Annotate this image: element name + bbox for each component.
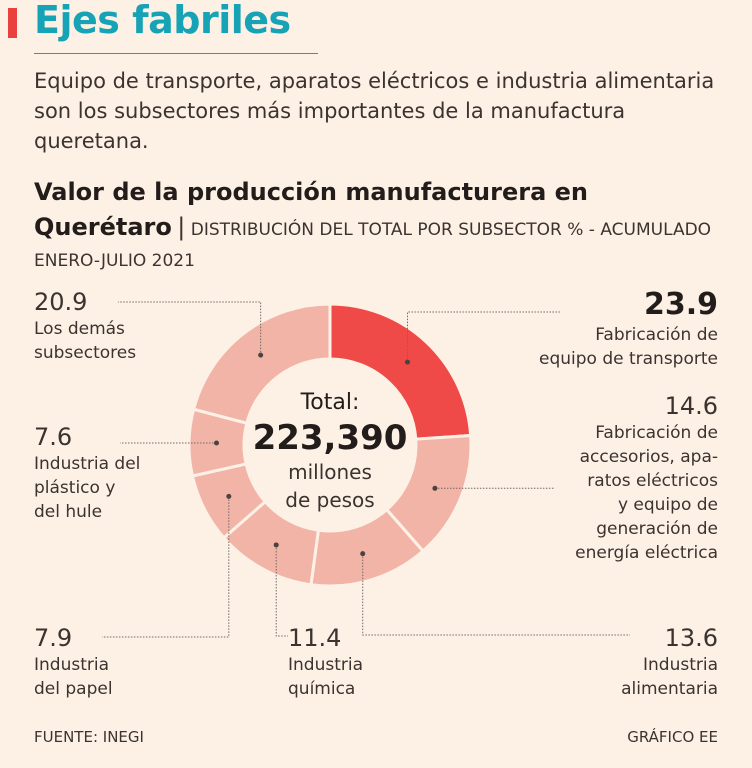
- leader-dot: [273, 542, 279, 548]
- name-line: química: [288, 679, 356, 699]
- donut-slice: [328, 302, 473, 441]
- name-line: accesorios, apa-: [579, 447, 718, 467]
- value-equipo-transporte: 23.9: [643, 287, 718, 322]
- name-line: Industria del: [34, 454, 141, 474]
- donut-slice: [191, 302, 332, 426]
- value-industria-quimica: 11.4: [288, 624, 342, 652]
- total-value: 223,390: [252, 418, 408, 458]
- label-industria-plastico: 7.6 Industria del plástico y del hule: [34, 422, 140, 524]
- value-industria-alimentaria: 13.6: [664, 624, 718, 652]
- title-underline: [34, 53, 318, 54]
- intro-text: Equipo de transporte, aparatos eléctrico…: [34, 69, 715, 153]
- leader-dot: [404, 359, 410, 365]
- leader-line: [118, 301, 262, 356]
- name-line: generación de: [596, 519, 718, 539]
- leader-dot: [214, 440, 220, 446]
- chart-title: Valor de la producción manufacturera en: [34, 178, 588, 206]
- chart-title-place: Querétaro: [34, 213, 172, 241]
- name-line: del papel: [34, 679, 113, 699]
- source-note: FUENTE: INEGI: [34, 728, 144, 746]
- title-accent-bar: [8, 8, 17, 38]
- value-aparatos-electricos: 14.6: [664, 392, 718, 420]
- name-line: ratos eléctricos: [587, 471, 718, 491]
- name-line: Fabricación de: [595, 423, 718, 443]
- label-industria-alimentaria: 13.6 Industria alimentaria: [621, 623, 718, 701]
- name-line: alimentaria: [621, 679, 718, 699]
- total-label: Total:: [300, 390, 360, 415]
- leader-line: [275, 544, 288, 637]
- credit-note: GRÁFICO EE: [627, 728, 718, 746]
- leader-dot: [258, 352, 264, 358]
- leader-dot: [226, 493, 232, 499]
- chart-subtitle-line: Querétaro | DISTRIBUCIÓN DEL TOTAL POR S…: [34, 212, 734, 277]
- name-line: y equipo de: [617, 495, 718, 515]
- leader-dot: [432, 485, 438, 491]
- name-line: equipo de transporte: [538, 349, 718, 369]
- name-line: Industria: [642, 655, 718, 675]
- label-industria-papel: 7.9 Industria del papel: [34, 623, 113, 701]
- value-demas-subsectores: 20.9: [34, 288, 88, 316]
- total-unit-line2: de pesos: [285, 488, 375, 512]
- label-equipo-transporte: 23.9 Fabricación de equipo de transporte: [539, 287, 718, 371]
- name-line: plástico y: [34, 478, 116, 498]
- name-line: energía eléctrica: [575, 543, 718, 563]
- chart-subtitle: DISTRIBUCIÓN DEL TOTAL POR SUBSECTOR % -…: [34, 220, 712, 271]
- label-aparatos-electricos: 14.6 Fabricación de accesorios, apa- rat…: [575, 391, 718, 565]
- name-line: Industria: [288, 655, 364, 675]
- page-title: Ejes fabriles: [34, 0, 291, 42]
- name-line: Fabricación de: [595, 325, 718, 345]
- title-separator: |: [177, 213, 186, 241]
- value-industria-papel: 7.9: [34, 624, 73, 652]
- name-line: Los demás: [34, 319, 125, 339]
- total-unit-line1: millones: [288, 460, 372, 484]
- name-line: del hule: [34, 502, 103, 522]
- leader-line: [362, 553, 630, 636]
- label-industria-quimica: 11.4 Industria química: [288, 623, 363, 701]
- value-industria-plastico: 7.6: [34, 423, 73, 451]
- leader-dot: [360, 551, 366, 557]
- label-demas-subsectores: 20.9 Los demás subsectores: [34, 287, 136, 365]
- leader-line: [102, 496, 230, 638]
- name-line: Industria: [34, 655, 110, 675]
- name-line: subsectores: [34, 343, 137, 363]
- donut-center-total: Total: 223,390 millones de pesos: [230, 388, 430, 514]
